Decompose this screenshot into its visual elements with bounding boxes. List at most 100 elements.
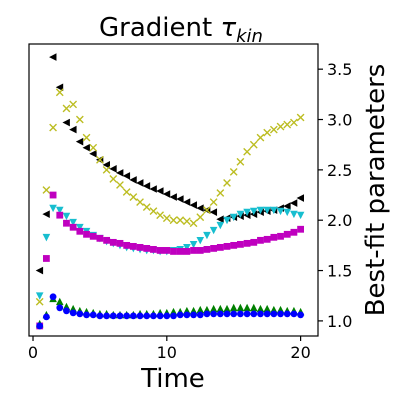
data-point [189, 240, 198, 249]
data-point [55, 83, 64, 92]
data-point [270, 233, 278, 241]
data-point [249, 140, 258, 149]
data-point [69, 125, 77, 134]
data-point [277, 310, 284, 318]
data-point [122, 188, 131, 196]
data-point [63, 307, 70, 315]
data-points [35, 53, 305, 330]
data-point [210, 310, 218, 318]
data-point [216, 243, 224, 251]
data-point [136, 179, 144, 187]
data-point [243, 147, 251, 156]
data-point [196, 213, 205, 222]
data-point [63, 219, 70, 227]
data-point [129, 193, 138, 201]
data-point [163, 312, 171, 320]
data-point [229, 213, 238, 222]
data-point [296, 211, 305, 220]
data-point [196, 204, 204, 212]
data-point [182, 217, 191, 226]
data-point [109, 238, 117, 246]
data-point [236, 210, 245, 219]
data-point [270, 206, 278, 215]
data-point [103, 236, 111, 244]
data-point [69, 309, 77, 317]
data-point [89, 143, 98, 152]
data-point [102, 165, 111, 174]
data-point [196, 236, 205, 245]
data-point [283, 310, 291, 318]
data-point [209, 226, 218, 235]
data-point [42, 233, 51, 242]
data-point [162, 190, 171, 198]
data-point [257, 310, 264, 318]
data-point [96, 155, 104, 164]
data-point [109, 312, 117, 320]
data-point [189, 219, 198, 228]
data-point [156, 211, 165, 220]
data-point [123, 312, 131, 320]
data-point [243, 208, 251, 217]
y-axis-label: Best-fit parameters [361, 64, 391, 317]
y-tick-label: 3.0 [327, 111, 352, 130]
data-point [149, 207, 158, 216]
data-point [89, 311, 97, 319]
data-point [62, 118, 70, 127]
data-point [109, 165, 117, 173]
data-point [83, 230, 90, 238]
data-point [122, 172, 131, 180]
data-point [163, 247, 171, 254]
x-tick-label: 0 [28, 343, 38, 362]
data-point [249, 303, 258, 312]
data-point [83, 311, 90, 319]
data-point [75, 137, 84, 146]
data-point [176, 195, 184, 203]
data-point [216, 221, 225, 230]
data-point [257, 236, 264, 244]
data-point [170, 248, 177, 255]
data-point [236, 303, 245, 312]
data-point [290, 228, 298, 236]
data-point [156, 312, 164, 320]
data-point [176, 248, 184, 255]
data-point [236, 157, 245, 166]
data-point [209, 198, 218, 206]
data-point [55, 88, 64, 97]
data-point [243, 310, 251, 318]
data-point [250, 310, 258, 318]
data-point [209, 208, 218, 216]
data-point [49, 123, 57, 132]
data-point [283, 208, 292, 217]
data-point [296, 194, 305, 202]
data-point [96, 312, 104, 320]
data-point [143, 245, 151, 252]
data-point [76, 223, 84, 232]
data-point [296, 113, 305, 122]
data-point [69, 100, 78, 109]
data-point [190, 247, 197, 254]
data-point [270, 310, 278, 318]
x-axis-label: Time [140, 364, 205, 394]
data-point [297, 225, 305, 233]
data-point [216, 310, 224, 318]
data-point [183, 243, 191, 252]
data-point [169, 193, 177, 201]
data-point [103, 312, 111, 320]
y-tick-label: 2.0 [327, 211, 352, 230]
data-point [96, 234, 104, 242]
data-point [229, 303, 238, 312]
data-point [290, 118, 298, 127]
data-point [136, 243, 144, 251]
data-point [223, 216, 231, 225]
data-point [230, 310, 238, 318]
data-point [55, 297, 64, 306]
plot-frame [28, 43, 319, 337]
data-point [189, 201, 197, 209]
data-point [290, 210, 298, 219]
data-point [283, 202, 291, 210]
data-point [256, 206, 265, 215]
data-point [263, 128, 272, 137]
data-point [143, 312, 151, 320]
data-point [249, 207, 258, 216]
x-tick-label: 10 [157, 343, 177, 362]
